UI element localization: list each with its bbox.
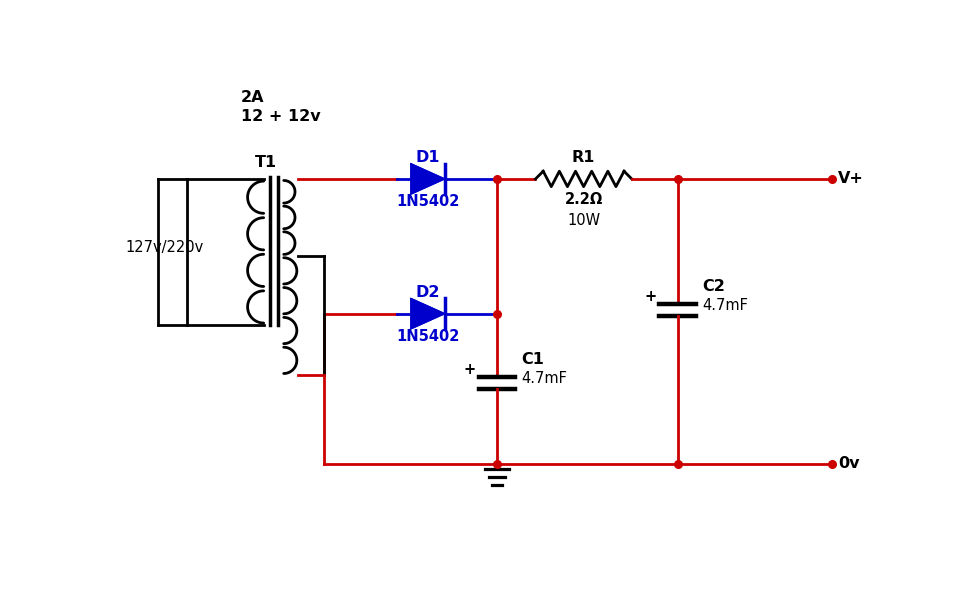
Text: 1N5402: 1N5402: [396, 194, 459, 209]
Text: R1: R1: [572, 150, 595, 165]
Text: 10W: 10W: [567, 213, 600, 228]
Text: 4.7mF: 4.7mF: [521, 371, 568, 386]
Text: D1: D1: [416, 150, 440, 165]
Text: +: +: [645, 289, 657, 304]
Polygon shape: [411, 299, 445, 329]
Text: 4.7mF: 4.7mF: [703, 298, 748, 313]
Text: V+: V+: [838, 171, 864, 187]
Text: 2.2Ω: 2.2Ω: [565, 192, 603, 207]
Text: 2A: 2A: [240, 90, 265, 105]
Text: C1: C1: [521, 353, 545, 367]
Text: 0v: 0v: [838, 457, 860, 471]
Text: D2: D2: [416, 285, 440, 300]
Text: T1: T1: [255, 155, 277, 170]
Text: 1N5402: 1N5402: [396, 329, 459, 343]
Text: C2: C2: [703, 279, 726, 294]
Polygon shape: [411, 163, 445, 194]
Text: +: +: [464, 362, 476, 377]
Text: 12 + 12v: 12 + 12v: [240, 109, 320, 124]
Text: 127v/220v: 127v/220v: [125, 240, 203, 255]
